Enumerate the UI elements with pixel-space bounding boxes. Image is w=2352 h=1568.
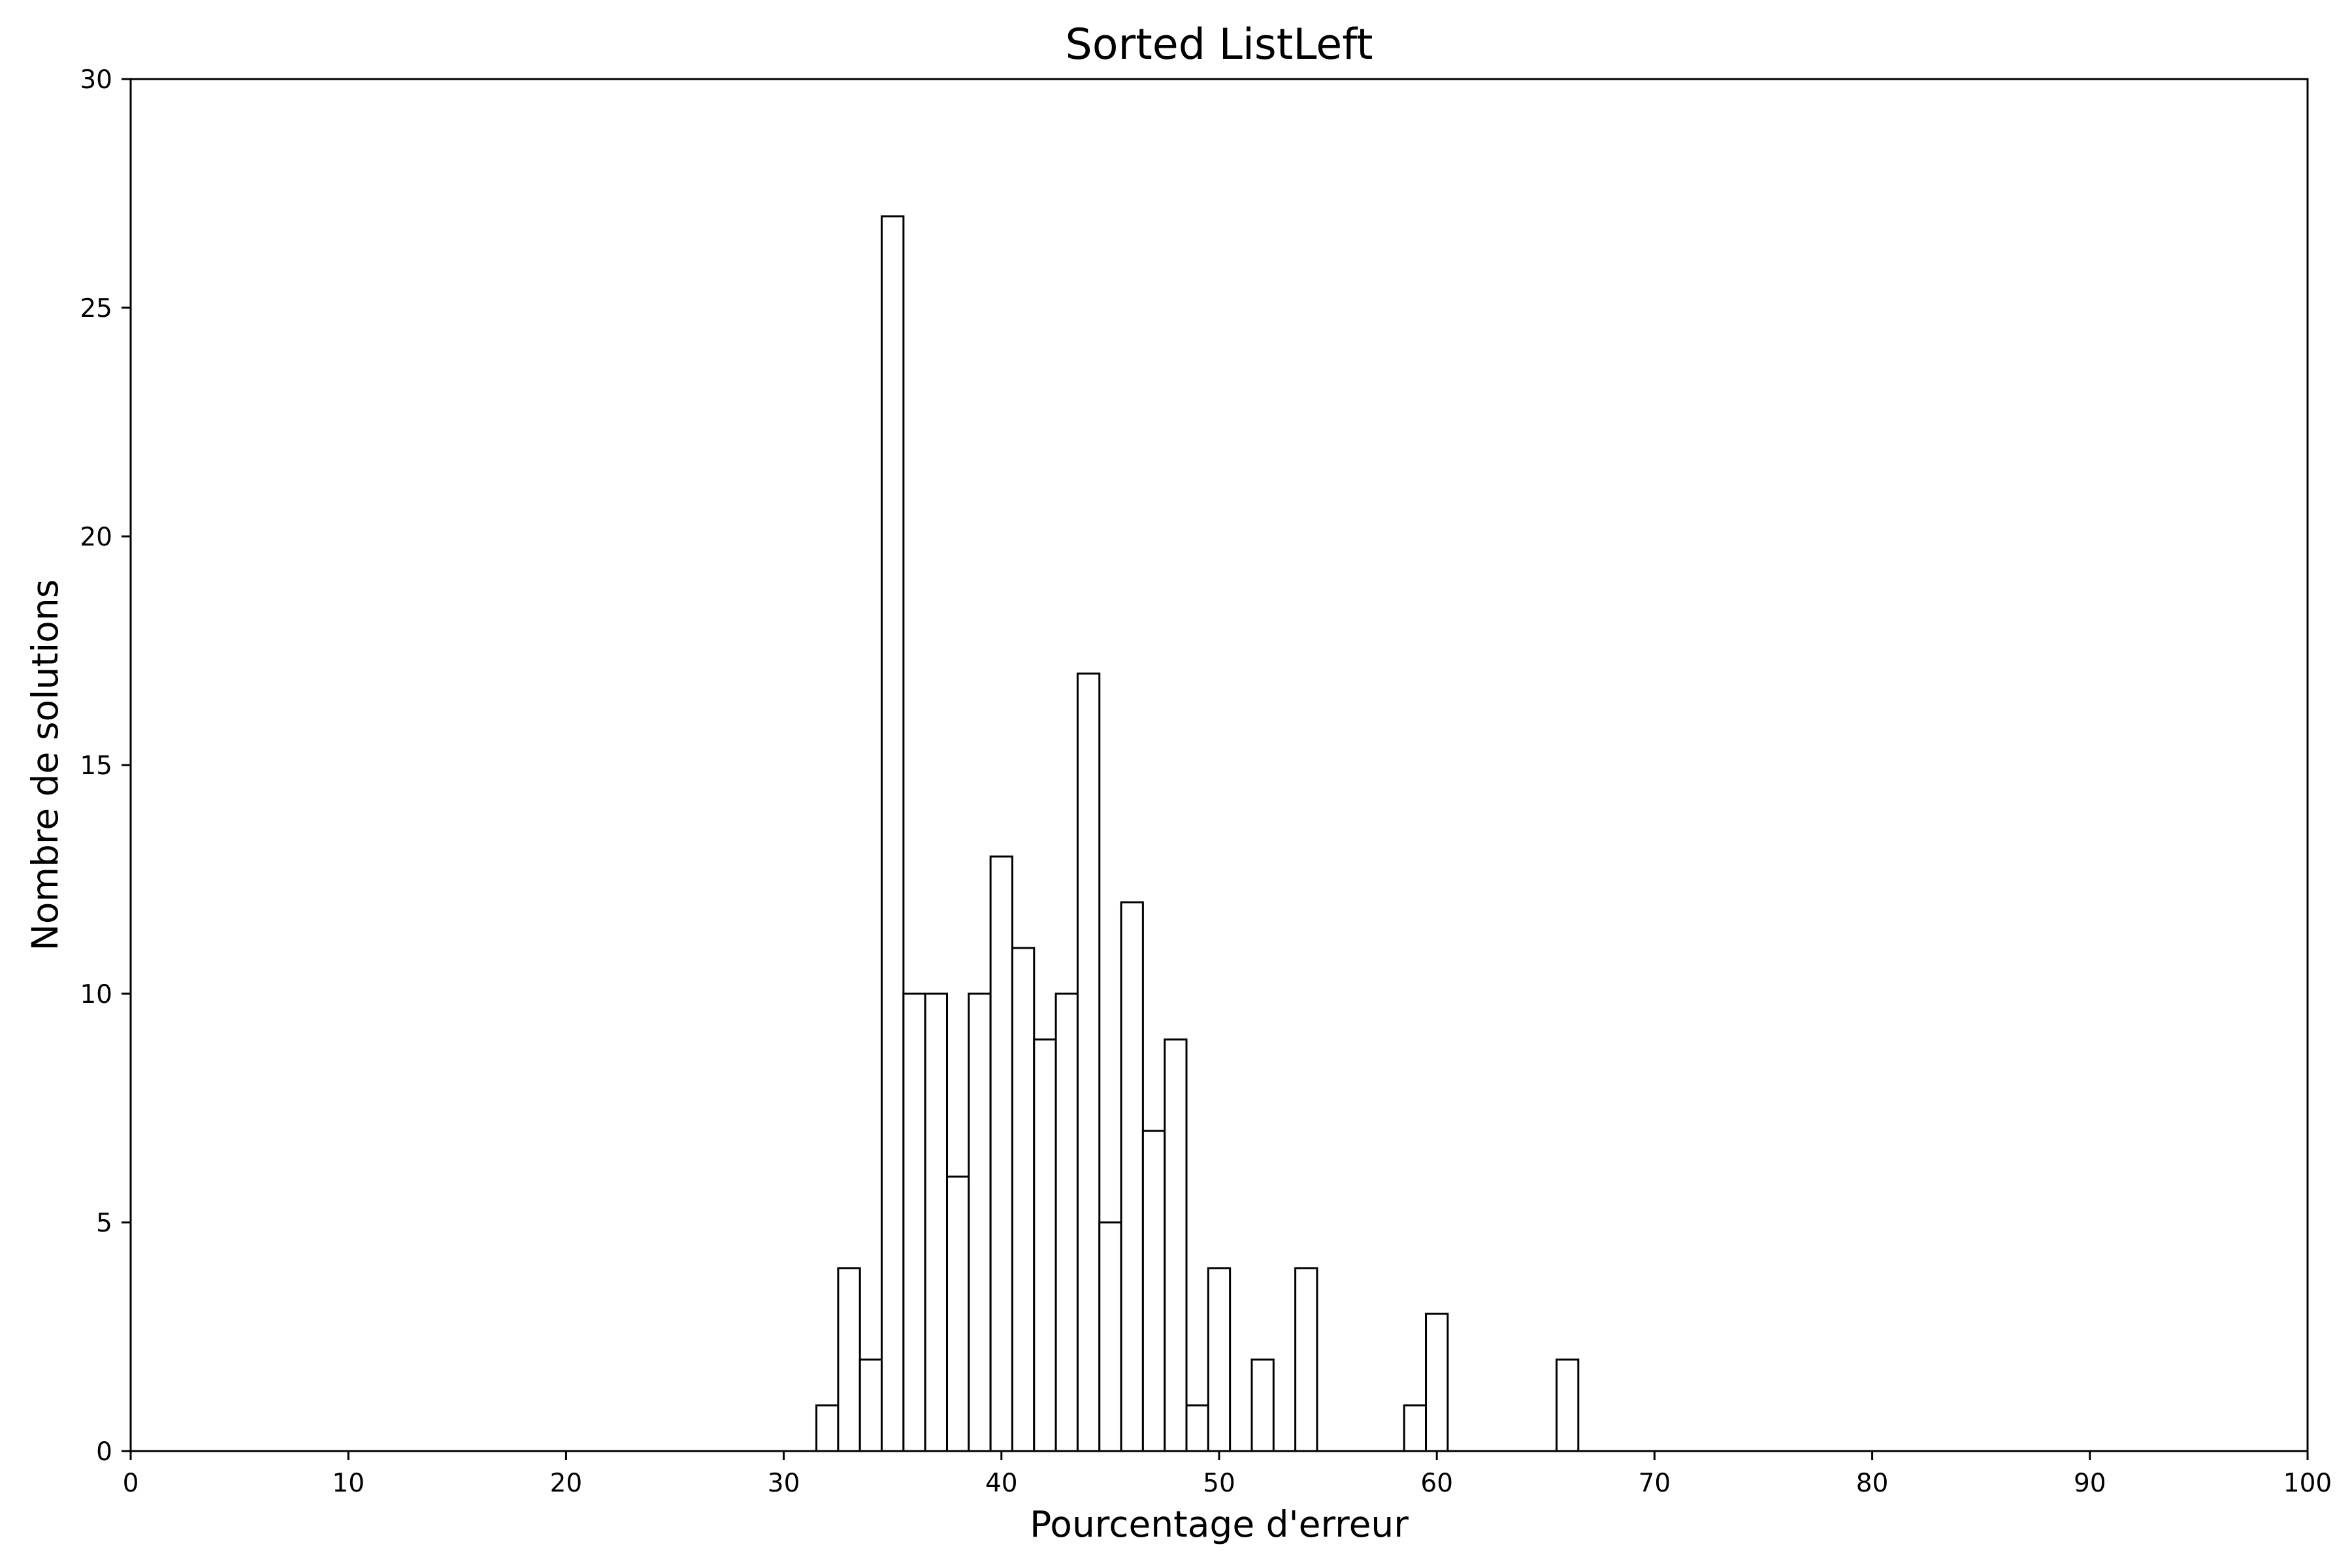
histogram-bar-1 (837, 1267, 861, 1452)
histogram-bar-14 (1120, 901, 1144, 1452)
x-axis-label: Pourcentage d'erreur (1030, 1503, 1409, 1545)
histogram-bar-3 (881, 215, 905, 1452)
chart-title: Sorted ListLeft (1065, 20, 1373, 69)
x-tick-label-4: 40 (985, 1469, 1018, 1498)
x-tick-label-10: 100 (2283, 1469, 2332, 1498)
histogram-bar-23 (1555, 1358, 1580, 1452)
x-tick-label-5: 50 (1203, 1469, 1235, 1498)
x-tick-label-8: 80 (1856, 1469, 1889, 1498)
x-tick-label-1: 10 (332, 1469, 365, 1498)
histogram-bar-2 (858, 1358, 883, 1452)
histogram-bar-18 (1207, 1267, 1232, 1452)
histogram-bar-15 (1141, 1130, 1166, 1452)
x-tick-label-9: 90 (2074, 1469, 2106, 1498)
histogram-bar-13 (1098, 1221, 1122, 1452)
y-tick-label-6: 30 (80, 65, 112, 95)
x-tick-label-2: 20 (550, 1469, 583, 1498)
y-tick-label-5: 25 (80, 294, 112, 323)
histogram-bar-20 (1294, 1267, 1318, 1452)
bars-layer (815, 215, 1580, 1452)
histogram-bar-22 (1425, 1313, 1449, 1452)
histogram-bar-6 (946, 1175, 970, 1452)
histogram-bar-16 (1164, 1038, 1188, 1452)
y-tick-label-3: 15 (80, 751, 112, 781)
plot-frame (129, 78, 2309, 1452)
histogram-bar-21 (1403, 1404, 1428, 1452)
x-tick-label-7: 70 (1639, 1469, 1671, 1498)
histogram-bar-7 (968, 992, 992, 1452)
x-tick-label-0: 0 (123, 1469, 139, 1498)
histogram-bar-8 (989, 855, 1013, 1452)
histogram-bar-17 (1185, 1404, 1209, 1452)
y-tick-label-4: 20 (80, 523, 112, 552)
histogram-bar-19 (1250, 1358, 1275, 1452)
x-tick-label-6: 60 (1420, 1469, 1453, 1498)
y-tick-label-1: 5 (96, 1209, 112, 1238)
y-axis-ticks: 0 5 10 15 20 25 30 (80, 65, 131, 1467)
histogram-bar-9 (1011, 947, 1036, 1452)
histogram-bar-5 (924, 992, 949, 1452)
histogram-bar-11 (1054, 992, 1079, 1452)
y-axis-label: Nombre de solutions (24, 580, 66, 951)
y-tick-label-2: 10 (80, 980, 112, 1009)
x-tick-label-3: 30 (768, 1469, 800, 1498)
histogram-bar-4 (902, 992, 926, 1452)
histogram-bar-12 (1076, 672, 1101, 1452)
histogram-bar-0 (815, 1404, 840, 1452)
x-axis-ticks: 0 10 20 30 40 50 60 70 80 90 100 (123, 1451, 2332, 1498)
histogram-bar-10 (1033, 1038, 1057, 1452)
y-tick-label-0: 0 (96, 1437, 112, 1467)
